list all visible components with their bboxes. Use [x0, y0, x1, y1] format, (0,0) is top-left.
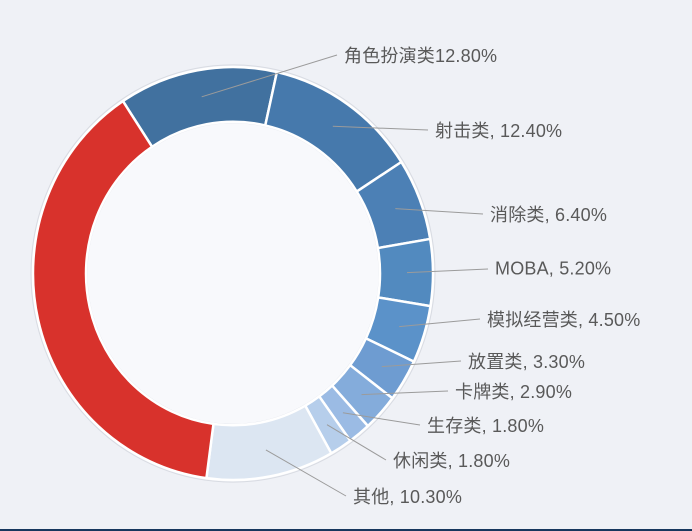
slice-label-shooter: 射击类, 12.40%: [435, 121, 563, 141]
slice-label-other: 其他, 10.30%: [353, 487, 463, 507]
bottom-rule: [0, 529, 692, 531]
leader-line: [326, 424, 387, 461]
slice-label-casual: 休闲类, 1.80%: [393, 451, 511, 471]
slice-label-simulation: 模拟经营类, 4.50%: [487, 310, 641, 330]
leader-line: [201, 54, 338, 98]
donut-segment: [31, 99, 215, 480]
slice-label-moba: MOBA, 5.20%: [495, 258, 612, 279]
slice-label-match: 消除类, 6.40%: [490, 205, 608, 225]
leader-line: [406, 268, 489, 274]
leader-line: [395, 208, 484, 215]
leader-line: [342, 412, 421, 426]
leader-line: [381, 360, 462, 368]
slice-label-card: 卡牌类, 2.90%: [455, 382, 573, 402]
slice-label-roleplay: 角色扮演类12.80%: [344, 46, 498, 66]
leader-line: [399, 318, 481, 328]
leader-line: [361, 390, 449, 396]
slice-label-survival: 生存类, 1.80%: [427, 416, 545, 436]
donut-segment: [376, 237, 435, 308]
leader-line: [265, 449, 347, 497]
slice-label-idle: 放置类, 3.30%: [468, 352, 586, 372]
leader-line: [332, 125, 429, 131]
